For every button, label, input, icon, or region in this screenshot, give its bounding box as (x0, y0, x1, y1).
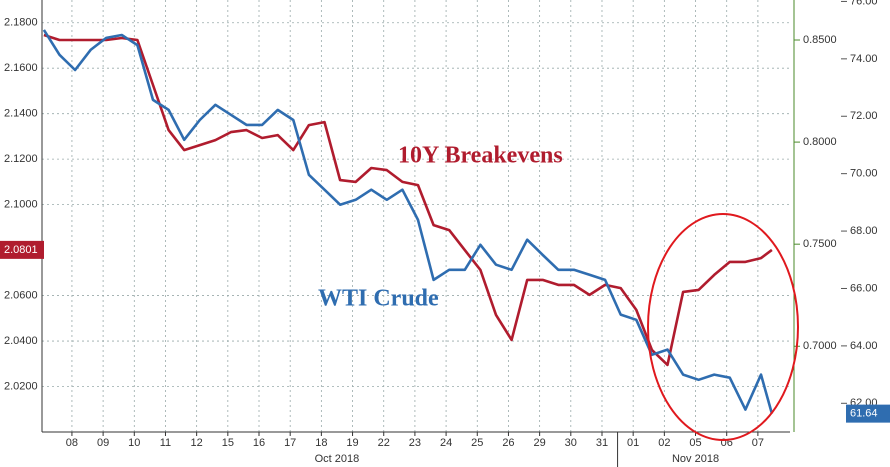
highlight-circle (647, 213, 799, 441)
x-tick-label: 18 (315, 437, 327, 449)
x-tick-label: 09 (97, 437, 109, 449)
x-tick-label: 16 (253, 437, 265, 449)
x-tick-label: 15 (222, 437, 234, 449)
y-tick-label: 2.0400 (4, 335, 38, 347)
x-tick-label: 17 (284, 437, 296, 449)
x-tick-label: 02 (658, 437, 670, 449)
y2-tick-label: 74.00 (850, 53, 878, 65)
y3-tick-label: 0.8500 (803, 34, 837, 46)
x-tick-label: 31 (596, 437, 608, 449)
x-tick-label: 10 (128, 437, 140, 449)
x-tick-label: 22 (378, 437, 390, 449)
y3-tick-label: 0.8000 (803, 136, 837, 148)
series-annotation: WTI Crude (318, 286, 439, 312)
y2-tick-label: 70.00 (850, 168, 878, 180)
last-value-box (846, 404, 890, 423)
y2-tick-label: 68.00 (850, 225, 878, 237)
y-tick-label: 2.1800 (4, 17, 38, 29)
series-annotation: 10Y Breakevens (398, 143, 563, 169)
month-label: Nov 2018 (672, 453, 719, 465)
x-tick-label: 23 (409, 437, 421, 449)
x-tick-label: 26 (502, 437, 514, 449)
last-value-label: 2.0801 (4, 244, 38, 256)
month-label: Oct 2018 (315, 453, 360, 465)
x-tick-label: 30 (565, 437, 577, 449)
x-tick-label: 12 (191, 437, 203, 449)
x-tick-label: 01 (627, 437, 639, 449)
x-tick-label: 05 (689, 437, 701, 449)
y-tick-label: 2.1400 (4, 108, 38, 120)
x-tick-label: 25 (471, 437, 483, 449)
y-tick-label: 2.1600 (4, 62, 38, 74)
y-tick-label: 2.1000 (4, 199, 38, 211)
x-tick-label: 29 (534, 437, 546, 449)
x-tick-label: 08 (66, 437, 78, 449)
y2-tick-label: 76.00 (850, 0, 878, 7)
last-value-box (0, 240, 44, 259)
series-line (42, 29, 774, 414)
y2-tick-label: 72.00 (850, 110, 878, 122)
y3-tick-label: 0.7000 (803, 340, 837, 352)
y2-tick-label: 64.00 (850, 340, 878, 352)
series-line (43, 33, 773, 367)
x-tick-label: 07 (752, 437, 764, 449)
y-tick-label: 2.0600 (4, 289, 38, 301)
y2-tick-label: 66.00 (850, 282, 878, 294)
y-tick-label: 2.1200 (4, 153, 38, 165)
x-tick-label: 19 (346, 437, 358, 449)
y-tick-label: 2.0200 (4, 380, 38, 392)
y3-tick-label: 0.7500 (803, 238, 837, 250)
last-value-label: 61.64 (850, 408, 878, 420)
x-tick-label: 24 (440, 437, 452, 449)
x-tick-label: 11 (160, 437, 171, 449)
